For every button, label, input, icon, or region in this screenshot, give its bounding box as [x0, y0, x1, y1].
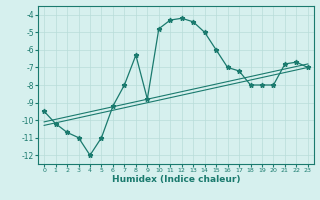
X-axis label: Humidex (Indice chaleur): Humidex (Indice chaleur)	[112, 175, 240, 184]
